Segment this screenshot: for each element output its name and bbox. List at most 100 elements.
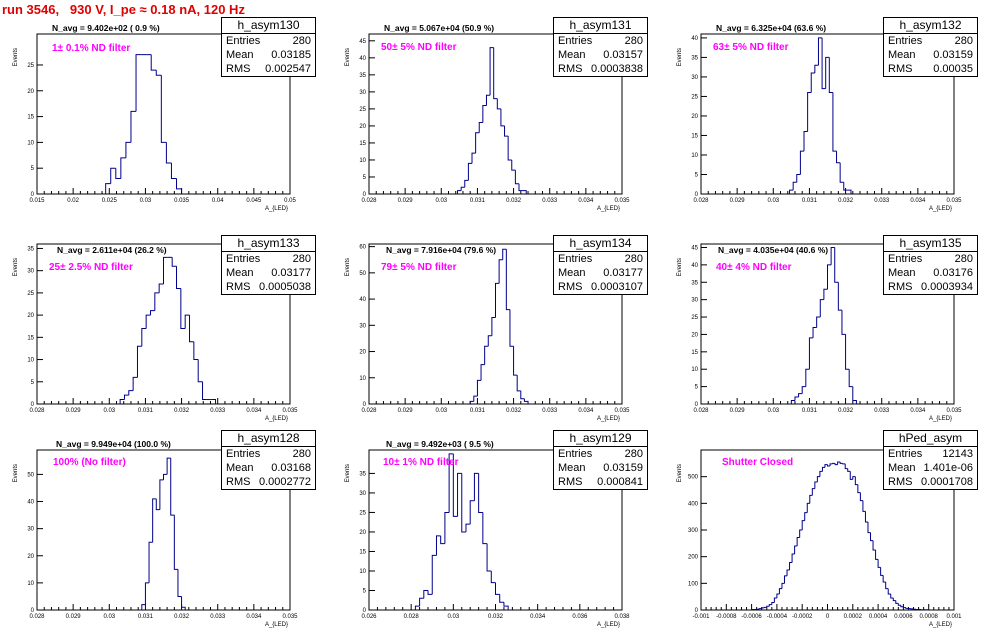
histogram-bin <box>795 397 799 400</box>
x-tick-label: 0.029 <box>66 408 82 414</box>
n-avg-label: N_avg = 4.035e+04 (40.6 %) <box>718 245 828 255</box>
stats-label-mean: Mean <box>888 266 916 280</box>
histogram-bin <box>111 168 116 183</box>
x-tick-label: 0.02 <box>67 198 79 204</box>
histogram-bin <box>524 399 528 404</box>
x-tick-label: 0.034 <box>910 198 926 204</box>
histogram-bin <box>503 249 507 259</box>
histogram-bin <box>810 495 813 503</box>
stats-label-mean: Mean <box>888 461 916 475</box>
histogram-bin <box>149 542 153 583</box>
histogram-bin <box>868 522 871 533</box>
histogram-bin <box>767 606 770 607</box>
y-tick-label: 60 <box>359 245 366 251</box>
histogram-bin <box>797 174 801 182</box>
y-tick-label: 50 <box>27 472 34 478</box>
histogram-bin <box>791 401 795 404</box>
y-axis-label: Events <box>677 258 683 276</box>
filter-label: 10± 1% ND filter <box>383 457 459 468</box>
histogram-bin <box>441 536 445 544</box>
histogram-bin <box>809 338 813 369</box>
x-tick-label: 0.033 <box>210 614 226 620</box>
stats-value-rms: 0.000841 <box>597 475 643 489</box>
histogram-bin <box>500 594 504 602</box>
histogram-bin <box>164 474 168 479</box>
x-tick-label: -0.001 <box>692 614 710 620</box>
histogram-bin <box>876 550 879 559</box>
histogram-bin <box>436 536 440 556</box>
histogram-bin <box>817 317 821 327</box>
histogram-bin <box>790 563 793 570</box>
histogram-bin <box>470 501 474 524</box>
y-tick-label: 25 <box>691 94 698 100</box>
x-tick-label: 0.031 <box>802 198 818 204</box>
histogram-bin <box>860 493 863 501</box>
histogram-bin <box>804 132 808 152</box>
y-tick-label: 35 <box>359 471 366 477</box>
histogram-bin <box>517 375 521 391</box>
histogram-bin <box>164 257 168 284</box>
histogram-bin <box>799 394 803 397</box>
x-tick-label: 0.034 <box>246 614 262 620</box>
y-axis-label: Events <box>13 464 19 482</box>
x-tick-label: 0.0008 <box>920 614 939 620</box>
histogram-name: h_asym135 <box>884 236 977 252</box>
histogram-bin <box>483 105 487 122</box>
histogram-bin <box>136 55 141 112</box>
stats-label-rms: RMS <box>226 280 250 294</box>
x-tick-label: 0.038 <box>614 614 630 620</box>
stats-value-entries: 12143 <box>942 447 973 461</box>
y-axis-label: Events <box>13 258 19 276</box>
stats-value-rms: 0.0001708 <box>921 475 973 489</box>
x-tick-label: 0.025 <box>102 198 118 204</box>
histogram-bin <box>211 400 215 404</box>
y-tick-label: 35 <box>691 55 698 61</box>
histogram-bin <box>508 136 512 160</box>
y-tick-label: 30 <box>359 323 366 329</box>
x-tick-label: 0.029 <box>398 408 414 414</box>
x-tick-label: 0.036 <box>572 614 588 620</box>
x-tick-label: 0.0006 <box>894 614 913 620</box>
y-axis-label: Events <box>345 258 351 276</box>
histogram-bin <box>514 346 518 375</box>
histogram-bin <box>830 464 833 466</box>
x-tick-label: 0.03 <box>447 614 459 620</box>
histogram-bin <box>828 265 832 289</box>
y-tick-label: 5 <box>695 385 699 391</box>
histogram-bin <box>458 473 462 516</box>
histogram-name: h_asym132 <box>884 18 977 34</box>
histogram-bin <box>479 473 483 512</box>
histogram-bin <box>479 123 483 133</box>
histogram-bin <box>432 555 436 594</box>
filter-label: 100% (No filter) <box>53 457 126 468</box>
y-tick-label: 200 <box>688 555 699 561</box>
histogram-bin <box>873 541 876 550</box>
histogram-bin <box>838 282 842 310</box>
histogram-bin <box>462 473 466 532</box>
stats-label-entries: Entries <box>558 447 592 461</box>
filter-label: 79± 5% ND filter <box>381 262 457 273</box>
x-tick-label: 0.031 <box>802 408 818 414</box>
x-tick-label: 0.045 <box>246 198 262 204</box>
x-tick-label: 0.026 <box>361 614 377 620</box>
histogram-name: h_asym133 <box>222 236 315 252</box>
y-tick-label: 25 <box>359 510 366 516</box>
y-tick-label: 30 <box>359 90 366 96</box>
histogram-bin <box>494 48 498 99</box>
histogram-bin <box>151 55 156 70</box>
histogram-bin <box>510 310 514 347</box>
stats-label-rms: RMS <box>558 62 582 76</box>
filter-label: 1± 0.1% ND filter <box>52 43 130 54</box>
histogram-bin <box>174 515 178 569</box>
